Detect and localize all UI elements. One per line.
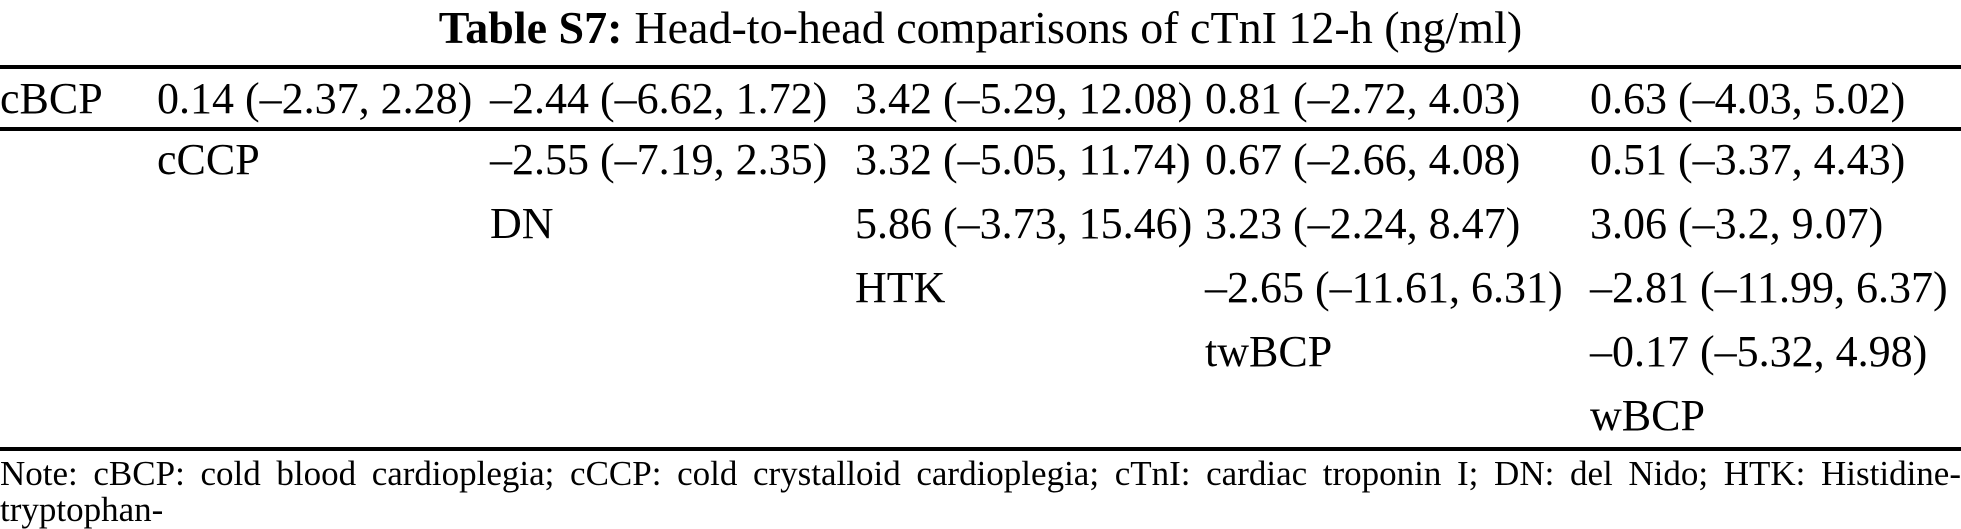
empty-cell <box>855 383 1205 447</box>
table-title-caption: Head-to-head comparisons of cTnI 12-h (n… <box>634 2 1523 53</box>
estimate-ci-cell: –2.55 (–7.19, 2.35) <box>490 134 828 184</box>
header-row-rule <box>0 127 1961 131</box>
table-row-twbcp: twBCP –0.17 (–5.32, 4.98) <box>0 319 1961 383</box>
group-label-cell: cCCP <box>157 134 260 184</box>
estimate-ci-cell: 3.06 (–3.2, 9.07) <box>1590 198 1884 248</box>
empty-cell <box>0 255 157 319</box>
note-line-2: ketoglutarate; twBCP: terminal warm bloo… <box>0 528 1961 529</box>
estimate-ci-cell: 0.51 (–3.37, 4.43) <box>1590 134 1906 184</box>
estimate-ci-cell: –2.44 (–6.62, 1.72) <box>490 73 828 123</box>
estimate-ci-cell: 3.23 (–2.24, 8.47) <box>1205 198 1521 248</box>
estimate-ci-cell: –2.65 (–11.61, 6.31) <box>1205 262 1563 312</box>
empty-cell <box>157 383 490 447</box>
group-label-cell: cBCP <box>0 73 103 123</box>
table-row-cccp: cCCP –2.55 (–7.19, 2.35) 3.32 (–5.05, 11… <box>0 127 1961 191</box>
estimate-ci-cell: 0.14 (–2.37, 2.28) <box>157 73 473 123</box>
empty-cell <box>157 191 490 255</box>
estimate-ci-cell: –0.17 (–5.32, 4.98) <box>1590 326 1928 376</box>
bottom-rule <box>0 447 1961 451</box>
estimate-ci-cell: 5.86 (–3.73, 15.46) <box>855 198 1193 248</box>
empty-cell <box>157 319 490 383</box>
empty-cell <box>490 383 855 447</box>
table-row-wbcp: wBCP <box>0 383 1961 447</box>
note-line-1: Note: cBCP: cold blood cardioplegia; cCC… <box>0 454 1961 529</box>
table-row-dn: DN 5.86 (–3.73, 15.46) 3.23 (–2.24, 8.47… <box>0 191 1961 255</box>
estimate-ci-cell: 0.81 (–2.72, 4.03) <box>1205 73 1521 123</box>
group-label-cell: wBCP <box>1590 390 1705 440</box>
estimate-ci-cell: 0.67 (–2.66, 4.08) <box>1205 134 1521 184</box>
table-title-label: Table S7: <box>438 2 623 53</box>
group-label-cell: DN <box>490 198 554 248</box>
empty-cell <box>157 255 490 319</box>
estimate-ci-cell: 3.32 (–5.05, 11.74) <box>855 134 1191 184</box>
estimate-ci-cell: 0.63 (–4.03, 5.02) <box>1590 73 1906 123</box>
empty-cell <box>0 191 157 255</box>
empty-cell <box>1205 383 1590 447</box>
table-note: Note: cBCP: cold blood cardioplegia; cCC… <box>0 456 1961 529</box>
empty-cell <box>0 127 157 191</box>
top-rule <box>0 65 1961 69</box>
empty-cell <box>490 319 855 383</box>
table-title: Table S7: Head-to-head comparisons of cTn… <box>0 0 1961 56</box>
table-row-cbcp: cBCP 0.14 (–2.37, 2.28) –2.44 (–6.62, 1.… <box>0 69 1961 127</box>
table-row-htk: HTK –2.65 (–11.61, 6.31) –2.81 (–11.99, … <box>0 255 1961 319</box>
estimate-ci-cell: –2.81 (–11.99, 6.37) <box>1590 262 1948 312</box>
empty-cell <box>0 383 157 447</box>
group-label-cell: twBCP <box>1205 326 1333 376</box>
empty-cell <box>0 319 157 383</box>
empty-cell <box>490 255 855 319</box>
empty-cell <box>855 319 1205 383</box>
head-to-head-comparison-table: cBCP 0.14 (–2.37, 2.28) –2.44 (–6.62, 1.… <box>0 69 1961 447</box>
estimate-ci-cell: 3.42 (–5.29, 12.08) <box>855 73 1193 123</box>
group-label-cell: HTK <box>855 262 946 312</box>
